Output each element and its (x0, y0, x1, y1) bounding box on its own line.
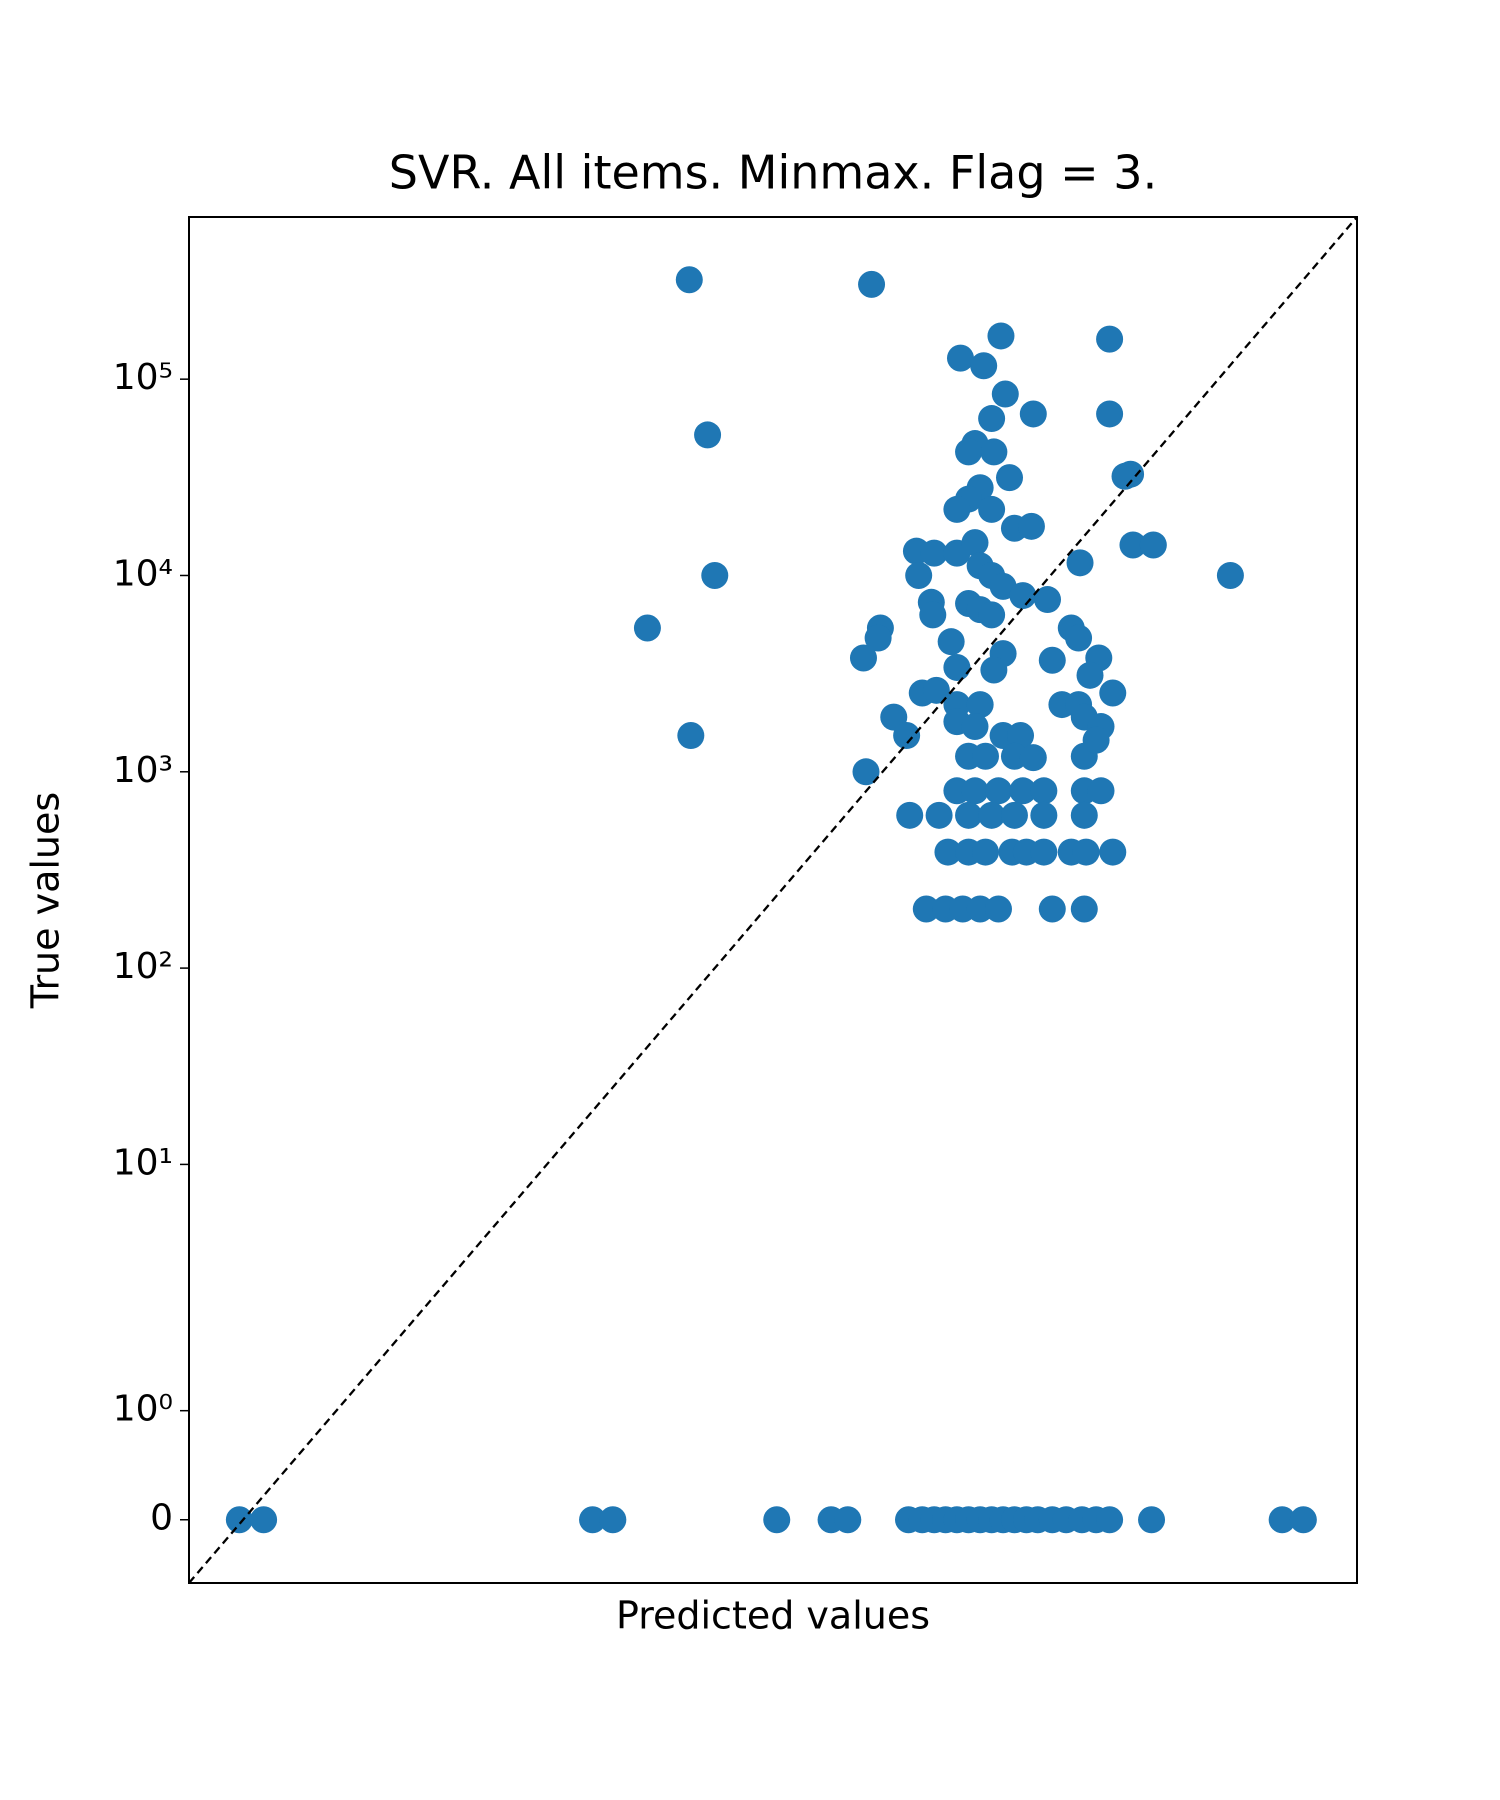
point (1030, 801, 1058, 829)
point (852, 758, 880, 786)
point (250, 1506, 278, 1534)
point (1070, 895, 1098, 923)
point (943, 495, 971, 523)
point (966, 691, 994, 719)
point (893, 722, 921, 750)
point (763, 1506, 791, 1534)
chart-title: SVR. All items. Minmax. Flag = 3. (389, 146, 1157, 200)
point (1216, 561, 1244, 589)
point (1007, 722, 1035, 750)
plot-frame (188, 216, 1358, 1584)
point (1099, 838, 1127, 866)
point (978, 601, 1006, 629)
point (996, 464, 1024, 492)
point (961, 713, 989, 741)
point (955, 438, 983, 466)
point (1111, 462, 1139, 490)
point (978, 801, 1006, 829)
point (955, 801, 983, 829)
point (970, 352, 998, 380)
point (1096, 325, 1124, 353)
point (1087, 777, 1115, 805)
point (834, 1506, 862, 1534)
y-tick-label: 10¹ (113, 1142, 173, 1183)
point (1017, 512, 1045, 540)
point (896, 801, 924, 829)
point (971, 838, 999, 866)
point (987, 322, 1015, 350)
y-tick-label: 0 (150, 1498, 173, 1539)
point (1076, 661, 1104, 689)
point (1030, 838, 1058, 866)
point (1019, 400, 1047, 428)
point (1038, 895, 1066, 923)
point (1289, 1506, 1317, 1534)
point (978, 495, 1006, 523)
point (925, 801, 953, 829)
point (1019, 744, 1047, 772)
y-tick-label: 10² (113, 946, 173, 987)
point (1000, 801, 1028, 829)
y-tick-label: 10⁵ (113, 357, 173, 398)
point (633, 614, 661, 642)
point (961, 529, 989, 557)
identity-line (188, 216, 1358, 1584)
point (849, 644, 877, 672)
x-axis-label: Predicted values (616, 1594, 930, 1638)
point (1070, 801, 1098, 829)
point (858, 270, 886, 298)
point (980, 438, 1008, 466)
point (991, 380, 1019, 408)
point (1072, 838, 1100, 866)
point (677, 722, 705, 750)
y-tick-label: 10⁰ (113, 1389, 173, 1430)
point (864, 624, 892, 652)
point (1030, 777, 1058, 805)
point (1009, 777, 1037, 805)
y-tick-label: 10³ (113, 750, 173, 791)
point (579, 1506, 607, 1534)
point (943, 653, 971, 681)
point (1034, 586, 1062, 614)
point (946, 344, 974, 372)
point (922, 676, 950, 704)
point (1066, 549, 1094, 577)
point (984, 777, 1012, 805)
point (919, 601, 947, 629)
point (1096, 400, 1124, 428)
point (1065, 624, 1093, 652)
point (920, 539, 948, 567)
point (905, 561, 933, 589)
point (701, 561, 729, 589)
point (1038, 646, 1066, 674)
point (984, 895, 1012, 923)
point (1082, 726, 1110, 754)
point (1096, 1506, 1124, 1534)
point (1268, 1506, 1296, 1534)
point (1138, 1506, 1166, 1534)
point (1119, 531, 1147, 559)
point (694, 421, 722, 449)
point (599, 1506, 627, 1534)
point (937, 628, 965, 656)
y-tick-label: 10⁴ (113, 553, 173, 594)
point (934, 838, 962, 866)
point (961, 777, 989, 805)
point (912, 895, 940, 923)
point (1009, 582, 1037, 610)
point (225, 1506, 253, 1534)
point (1099, 679, 1127, 707)
y-axis-label: True values (24, 792, 68, 1009)
point (1139, 531, 1167, 559)
point (980, 656, 1008, 684)
point (978, 405, 1006, 433)
point (675, 266, 703, 294)
point (971, 742, 999, 770)
